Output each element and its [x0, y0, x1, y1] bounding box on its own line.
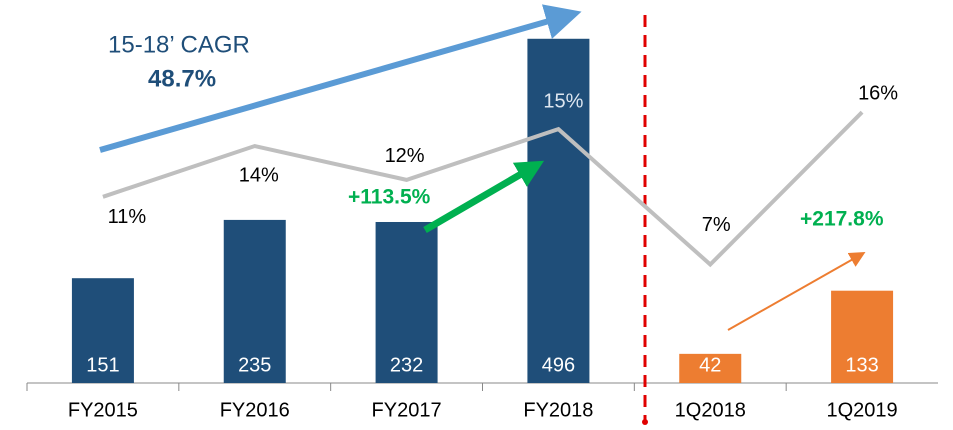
growth-arrow [727, 252, 866, 331]
bar-value-label: 42 [699, 354, 721, 376]
line [102, 110, 864, 268]
bar-value-label: 133 [845, 354, 878, 376]
bar-value-label: 235 [238, 354, 271, 376]
bar-value-label: 496 [542, 354, 575, 376]
data-label: 11% [108, 206, 147, 228]
x-tick-label: 1Q2019 [826, 399, 897, 421]
bar [71, 278, 134, 383]
bar [527, 38, 590, 383]
divider-dot [642, 419, 648, 425]
annotation: +113.5% [348, 186, 431, 209]
bar [679, 353, 742, 383]
growth-arrow [423, 160, 545, 234]
data-label: 15% [543, 90, 583, 112]
data-label: 14% [239, 164, 279, 186]
x-tick-label: FY2017 [372, 399, 442, 421]
data-label: 12% [385, 145, 425, 167]
bar [223, 219, 286, 383]
x-tick-label: FY2018 [523, 399, 593, 421]
annotation: 15-18’ CAGR [108, 31, 250, 58]
annotation: +217.8% [800, 208, 884, 231]
bar-value-label: 151 [86, 354, 119, 376]
x-tick-label: FY2016 [220, 399, 290, 421]
cagr-arrow [99, 4, 582, 153]
bar [831, 290, 894, 383]
x-tick-label: FY2015 [68, 399, 138, 421]
data-label: 7% [702, 214, 731, 236]
bar [375, 221, 438, 383]
x-tick-label: 1Q2018 [675, 399, 746, 421]
data-label: 16% [858, 82, 898, 104]
annotation: 48.7% [148, 65, 216, 92]
bar-value-label: 232 [390, 354, 423, 376]
